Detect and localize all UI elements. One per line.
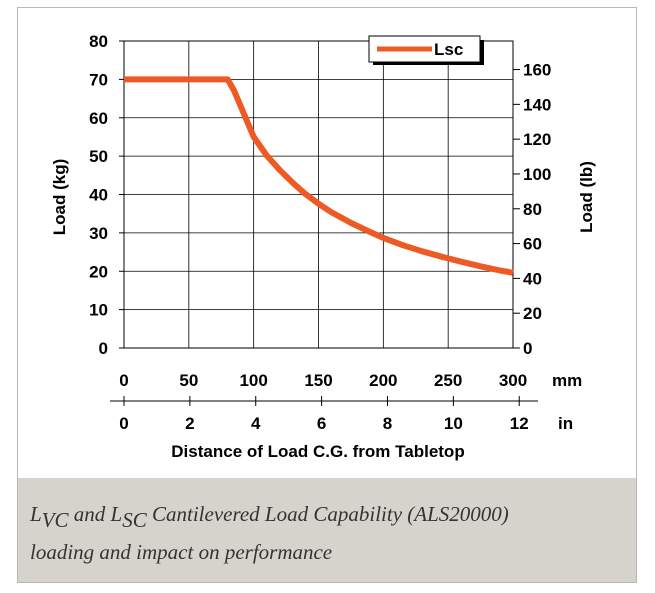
y-axis-title: Load (kg) [50,159,69,236]
x-tick-label-mm: 250 [434,371,462,390]
caption-line-2: loading and impact on performance [30,540,333,564]
grid-lines [124,41,513,348]
y-tick-label: 20 [89,262,108,281]
legend: Lsc [368,35,484,65]
y2-tick-label: 80 [523,200,542,219]
y2-tick-label: 20 [523,304,542,323]
x-tick-label-in: 0 [119,414,128,433]
legend-label: Lsc [434,40,463,59]
legend-shadow-bottom [373,62,484,65]
x-tick-label-in: 2 [185,414,194,433]
caption-line-1: LVC and LSC Cantilevered Load Capability… [30,502,509,532]
x-tick-label-mm: 150 [304,371,332,390]
x-tick-label-in: 12 [510,414,529,433]
x-tick-label-mm: 300 [499,371,527,390]
x-tick-label-in: 10 [444,414,463,433]
legend-shadow-right [480,40,484,64]
x-tick-label-in: 4 [251,414,261,433]
y-tick-label: 70 [89,70,108,89]
y-tick-label: 50 [89,147,108,166]
x-tick-label-mm: 50 [179,371,198,390]
x-unit-in: in [558,414,573,433]
y-tick-label: 10 [89,301,108,320]
y2-tick-label: 60 [523,235,542,254]
x-axis-title: Distance of Load C.G. from Tabletop [171,442,464,461]
x-tick-label-mm: 200 [369,371,397,390]
y2-tick-label: 140 [523,95,551,114]
y2-axis-title: Load (lb) [577,161,596,233]
y2-tick-label: 0 [523,339,532,358]
x-unit-mm: mm [552,371,582,390]
x-tick-label-in: 8 [383,414,392,433]
series-line-lsc [124,76,514,276]
y2-tick-label: 120 [523,130,551,149]
x-tick-label-in: 6 [317,414,326,433]
y2-tick-label: 100 [523,165,551,184]
chart-panel [39,14,619,470]
axes [110,40,538,406]
caption-panel [17,478,637,583]
y-tick-label: 60 [89,109,108,128]
y-tick-label: 40 [89,186,108,205]
y-tick-label: 80 [89,32,108,51]
y-tick-label: 0 [99,339,108,358]
y2-tick-label: 40 [523,269,542,288]
x-tick-label-mm: 100 [239,371,267,390]
y-tick-label: 30 [89,224,108,243]
x-tick-label-mm: 0 [119,371,128,390]
y2-tick-label: 160 [523,61,551,80]
